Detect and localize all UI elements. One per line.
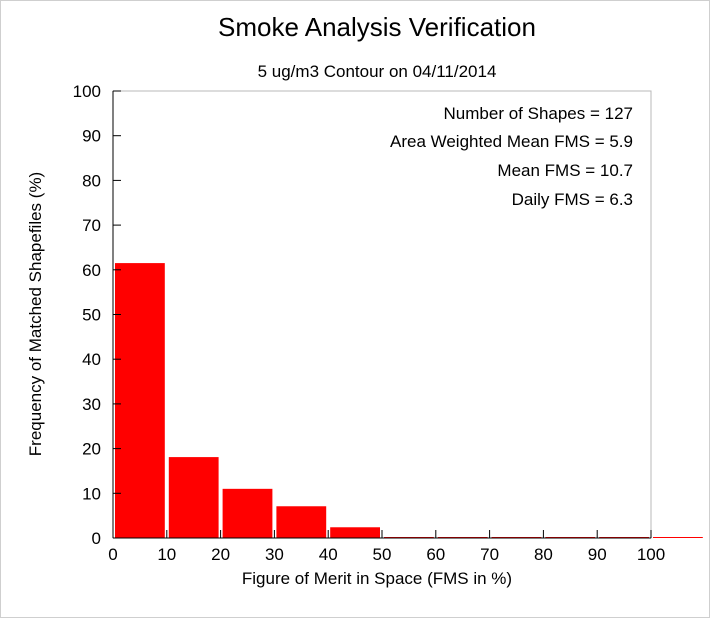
x-tick-label: 20 (211, 545, 230, 564)
y-tick-label: 0 (92, 529, 101, 548)
x-tick-label: 10 (157, 545, 176, 564)
y-tick-label: 70 (82, 216, 101, 235)
stat-line: Number of Shapes = 127 (444, 104, 633, 123)
stat-line: Area Weighted Mean FMS = 5.9 (390, 132, 633, 151)
chart-subtitle: 5 ug/m3 Contour on 04/11/2014 (258, 62, 497, 81)
histogram-bar (653, 537, 703, 538)
x-tick-label: 0 (108, 545, 117, 564)
x-tick-label: 60 (426, 545, 445, 564)
histogram-bar (330, 527, 380, 538)
x-tick-label: 50 (373, 545, 392, 564)
x-tick-label: 40 (319, 545, 338, 564)
histogram-bar (168, 457, 219, 538)
y-axis-label: Frequency of Matched Shapefiles (%) (26, 172, 45, 456)
x-tick-label: 70 (480, 545, 499, 564)
x-tick-label: 80 (534, 545, 553, 564)
plot-area: 0 10 20 30 40 50 60 70 80 90 100 0 10 20 30 40 50 60 70 80 9… (73, 82, 703, 564)
stat-line: Daily FMS = 6.3 (512, 190, 633, 209)
y-tick-label: 30 (82, 395, 101, 414)
x-tick-label: 30 (265, 545, 284, 564)
y-tick-label: 40 (82, 350, 101, 369)
histogram-bar (276, 506, 327, 538)
y-tick-label: 50 (82, 306, 101, 325)
histogram-bar (115, 263, 165, 538)
y-tick-label: 10 (82, 484, 101, 503)
y-tick-label: 100 (73, 82, 101, 101)
statistics-box: Number of Shapes = 127 Area Weighted Mean… (390, 104, 633, 209)
x-tick-label: 100 (637, 545, 665, 564)
histogram-bar (222, 488, 273, 538)
x-tick-label: 90 (588, 545, 607, 564)
y-tick-label: 60 (82, 261, 101, 280)
y-tick-label: 90 (82, 127, 101, 146)
stat-line: Mean FMS = 10.7 (497, 161, 633, 180)
x-axis-label: Figure of Merit in Space (FMS in %) (242, 569, 512, 588)
y-tick-label: 20 (82, 440, 101, 459)
chart-title: Smoke Analysis Verification (218, 12, 536, 42)
y-tick-label: 80 (82, 171, 101, 190)
